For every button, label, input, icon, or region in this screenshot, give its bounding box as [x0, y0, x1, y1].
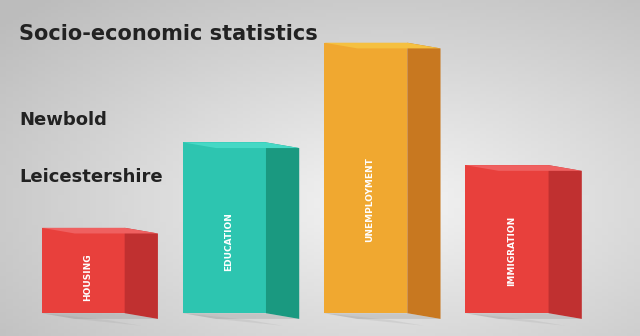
Polygon shape [183, 313, 300, 319]
Polygon shape [42, 228, 125, 313]
Text: Socio-economic statistics: Socio-economic statistics [19, 24, 318, 44]
Polygon shape [183, 313, 283, 326]
Polygon shape [183, 142, 300, 148]
Polygon shape [324, 43, 407, 313]
Text: EDUCATION: EDUCATION [224, 212, 233, 271]
Polygon shape [465, 165, 548, 313]
Polygon shape [407, 43, 440, 319]
Polygon shape [324, 43, 440, 48]
Polygon shape [548, 165, 582, 319]
Polygon shape [42, 313, 158, 319]
Polygon shape [125, 228, 158, 319]
Polygon shape [324, 313, 440, 319]
Text: Newbold: Newbold [19, 111, 107, 129]
Text: Leicestershire: Leicestershire [19, 168, 163, 186]
Polygon shape [42, 228, 158, 234]
Polygon shape [324, 313, 424, 326]
Polygon shape [465, 165, 582, 171]
Polygon shape [465, 313, 565, 326]
Text: HOUSING: HOUSING [83, 254, 92, 301]
Polygon shape [183, 142, 266, 313]
Text: UNEMPLOYMENT: UNEMPLOYMENT [365, 157, 374, 242]
Polygon shape [42, 313, 141, 326]
Polygon shape [465, 313, 582, 319]
Text: IMMIGRATION: IMMIGRATION [507, 216, 516, 286]
Polygon shape [266, 142, 300, 319]
